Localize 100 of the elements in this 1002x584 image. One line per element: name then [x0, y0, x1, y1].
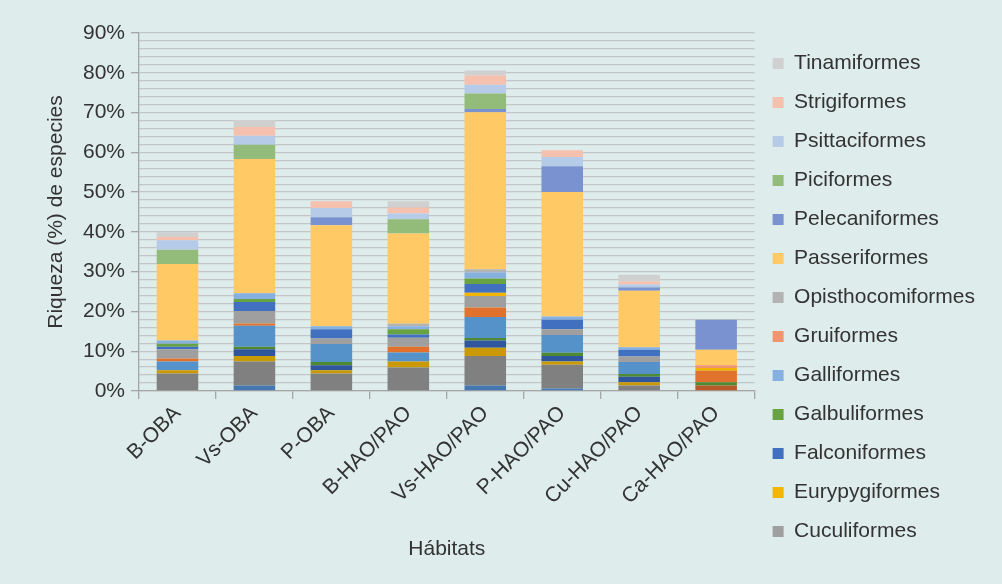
bar: [618, 347, 660, 350]
bar: [233, 356, 276, 362]
bar: [695, 349, 737, 366]
y-axis-title: Riqueza (%) de especies: [43, 95, 67, 329]
bar: [464, 112, 507, 270]
bar: [387, 334, 430, 338]
y-tick-label: 80%: [82, 59, 125, 83]
bar: [541, 319, 584, 330]
bar: [233, 299, 276, 302]
bar: [464, 93, 507, 109]
bar: [618, 356, 660, 362]
y-tick-label: 30%: [82, 258, 125, 282]
bar: [233, 293, 276, 300]
legend-label: Piciformes: [794, 167, 893, 191]
legend-label: Cuculiformes: [794, 518, 917, 542]
bar: [233, 126, 276, 136]
bar: [156, 370, 199, 374]
bar: [387, 201, 430, 208]
bar: [464, 75, 507, 85]
bar: [541, 316, 584, 320]
bar: [310, 370, 353, 374]
bar: [541, 329, 584, 335]
y-tick-label: 50%: [82, 178, 125, 202]
bar: [541, 334, 584, 353]
bar: [310, 361, 353, 366]
bar: [387, 367, 430, 391]
bar: [541, 166, 584, 193]
bar: [156, 240, 199, 250]
bar: [310, 344, 353, 362]
bar: [233, 159, 276, 294]
bar: [695, 385, 737, 391]
bar: [310, 329, 353, 339]
bar: [156, 249, 199, 265]
bar: [156, 349, 199, 359]
legend-label: Opisthocomiformes: [794, 284, 975, 308]
legend-label: Eurypygiformes: [794, 479, 940, 503]
y-tick-label: 20%: [82, 298, 125, 322]
bar: [541, 364, 584, 389]
bar: [233, 349, 276, 356]
bar: [618, 349, 660, 357]
bar: [310, 373, 353, 391]
bar: [618, 290, 660, 348]
legend-label: Galliformes: [794, 362, 901, 386]
legend-label: Psittaciformes: [794, 128, 926, 152]
legend-label: Tinamiformes: [794, 50, 921, 74]
legend-label: Gruiformes: [794, 323, 898, 347]
bar: [541, 157, 584, 167]
bar: [464, 269, 507, 273]
bar: [464, 70, 507, 76]
bar: [310, 338, 353, 345]
y-tick-label: 70%: [82, 99, 125, 123]
legend-label: Pelecaniformes: [794, 206, 939, 230]
y-tick-label: 40%: [82, 218, 125, 242]
bar: [156, 232, 199, 238]
bar: [618, 361, 660, 374]
bar: [233, 301, 276, 312]
bar: [618, 373, 660, 377]
bar: [464, 356, 507, 386]
bar: [156, 237, 199, 241]
bar: [464, 108, 507, 113]
bar: [464, 317, 507, 339]
bar: [387, 361, 430, 368]
bar: [695, 370, 737, 383]
bar: [618, 382, 660, 386]
bar: [618, 385, 660, 391]
bar: [310, 326, 353, 330]
bar: [464, 385, 507, 391]
bar: [695, 319, 737, 350]
bar: [156, 373, 199, 391]
bar: [233, 385, 276, 391]
bar: [541, 150, 584, 158]
bar: [464, 284, 507, 293]
bar: [464, 295, 507, 308]
bar: [233, 325, 276, 347]
bar: [156, 361, 199, 371]
y-tick-label: 10%: [82, 338, 125, 362]
bar: [618, 376, 660, 383]
bar: [387, 337, 430, 347]
bar: [464, 292, 507, 296]
bar: [233, 311, 276, 324]
legend-label: Passeriformes: [794, 245, 929, 269]
y-tick-label: 90%: [82, 19, 125, 43]
bar: [233, 120, 276, 127]
bar: [233, 135, 276, 145]
legend-label: Galbuliformes: [794, 401, 924, 425]
bar: [387, 207, 430, 214]
y-tick-label: 0%: [94, 377, 125, 401]
bar: [310, 217, 353, 226]
bar: [310, 201, 353, 209]
bar: [233, 361, 276, 386]
bar: [618, 274, 660, 282]
bar: [387, 219, 430, 234]
bar: [464, 307, 507, 318]
bar: [233, 323, 276, 326]
bar: [541, 192, 584, 317]
legend-label: Strigiformes: [794, 89, 907, 113]
bar: [310, 365, 353, 371]
y-tick-label: 60%: [82, 139, 125, 163]
bar: [541, 352, 584, 356]
bar: [464, 278, 507, 284]
